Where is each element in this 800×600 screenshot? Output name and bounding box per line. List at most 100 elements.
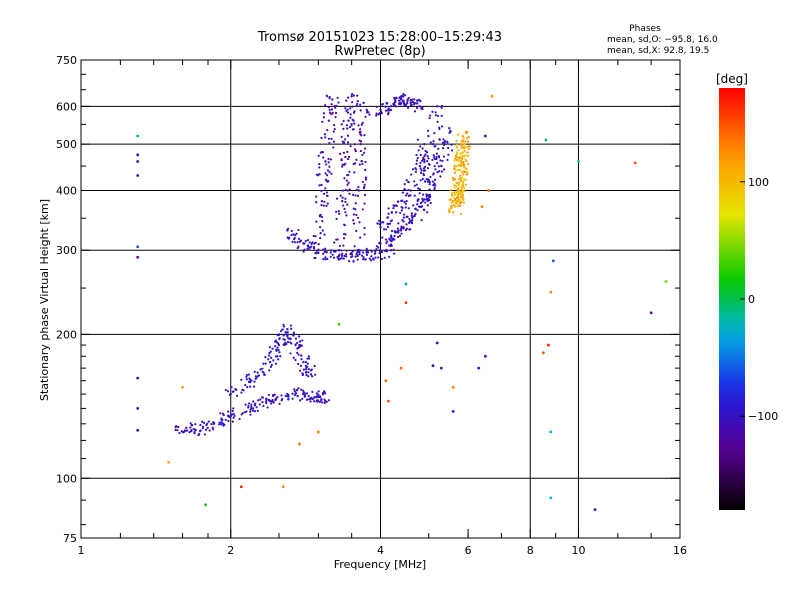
data-point xyxy=(329,255,332,258)
data-point xyxy=(428,183,431,186)
data-point xyxy=(224,418,227,421)
data-point xyxy=(300,354,303,357)
data-point xyxy=(297,387,300,390)
data-point xyxy=(461,193,464,196)
data-point xyxy=(324,178,327,181)
trace-f-layer-column-1 xyxy=(312,94,340,252)
data-point xyxy=(271,347,274,350)
data-point xyxy=(277,348,280,352)
data-point xyxy=(407,188,410,192)
data-point xyxy=(327,161,330,164)
data-point xyxy=(330,108,334,111)
data-point xyxy=(227,419,230,423)
data-point xyxy=(338,212,341,215)
data-point xyxy=(434,168,437,171)
data-point xyxy=(257,374,261,377)
data-point xyxy=(314,373,317,376)
data-point xyxy=(455,158,458,161)
data-point xyxy=(364,258,367,261)
data-point xyxy=(199,429,202,432)
data-point xyxy=(136,407,140,410)
data-point xyxy=(364,160,367,164)
data-point xyxy=(428,181,432,184)
data-point xyxy=(453,164,456,167)
data-point xyxy=(305,373,308,377)
data-point xyxy=(269,350,272,353)
data-point xyxy=(175,424,178,428)
data-point xyxy=(393,96,396,100)
data-point xyxy=(364,176,368,179)
data-point xyxy=(384,105,387,108)
data-point xyxy=(327,399,331,402)
data-point xyxy=(298,340,302,343)
data-point xyxy=(300,388,303,391)
data-point xyxy=(451,211,455,214)
y-tick-label: 500 xyxy=(56,138,77,151)
data-point xyxy=(352,162,355,166)
data-point xyxy=(403,213,406,216)
data-point xyxy=(453,178,456,181)
data-point xyxy=(432,183,435,187)
data-point xyxy=(291,240,294,243)
data-point xyxy=(346,111,349,114)
data-point xyxy=(409,101,412,105)
data-point xyxy=(235,394,239,397)
data-point xyxy=(549,496,553,500)
data-point xyxy=(293,390,297,393)
data-point xyxy=(314,252,317,255)
axes: 1 2 4 6 8 10 16 75 100 200 300 400 500 600 750 xyxy=(56,54,687,557)
data-point xyxy=(328,97,331,100)
data-point xyxy=(226,390,230,393)
data-point xyxy=(353,110,356,113)
data-point xyxy=(232,390,235,393)
data-point xyxy=(347,157,350,161)
data-point xyxy=(378,252,381,255)
data-point xyxy=(396,235,400,238)
data-point xyxy=(268,369,271,372)
data-point xyxy=(359,109,362,112)
data-point xyxy=(359,249,362,252)
data-point xyxy=(426,129,430,132)
data-point xyxy=(420,107,423,110)
data-point xyxy=(358,221,361,224)
data-point xyxy=(299,239,303,242)
data-point xyxy=(423,154,426,158)
data-point xyxy=(331,98,334,101)
data-point xyxy=(284,394,287,398)
data-point xyxy=(230,386,233,389)
data-point xyxy=(339,194,342,197)
data-point xyxy=(289,324,292,327)
stats-heading: Phases xyxy=(629,24,661,34)
data-point xyxy=(346,141,350,144)
data-point xyxy=(319,236,322,240)
data-point xyxy=(288,337,291,340)
data-point xyxy=(261,401,264,404)
data-point xyxy=(457,164,460,167)
data-point xyxy=(358,131,361,134)
data-point xyxy=(465,146,468,149)
data-point xyxy=(255,406,258,409)
data-point xyxy=(415,183,418,186)
data-point xyxy=(455,139,458,143)
data-point xyxy=(322,248,325,251)
y-tick-label: 750 xyxy=(56,54,77,67)
data-point xyxy=(282,338,285,341)
data-point xyxy=(456,205,459,208)
data-point xyxy=(327,180,330,183)
data-point xyxy=(359,133,362,136)
data-point xyxy=(247,404,250,408)
data-point xyxy=(394,211,398,214)
data-point xyxy=(416,209,419,212)
x-tick-label: 4 xyxy=(377,544,384,557)
data-point xyxy=(324,247,327,250)
data-point xyxy=(395,96,398,99)
data-point xyxy=(407,106,410,109)
data-point xyxy=(390,234,393,237)
data-point xyxy=(455,153,458,156)
data-point xyxy=(384,379,388,383)
data-point xyxy=(450,201,453,204)
data-point xyxy=(206,426,209,429)
data-point xyxy=(320,398,323,401)
data-point xyxy=(450,193,454,196)
data-point xyxy=(306,365,309,368)
